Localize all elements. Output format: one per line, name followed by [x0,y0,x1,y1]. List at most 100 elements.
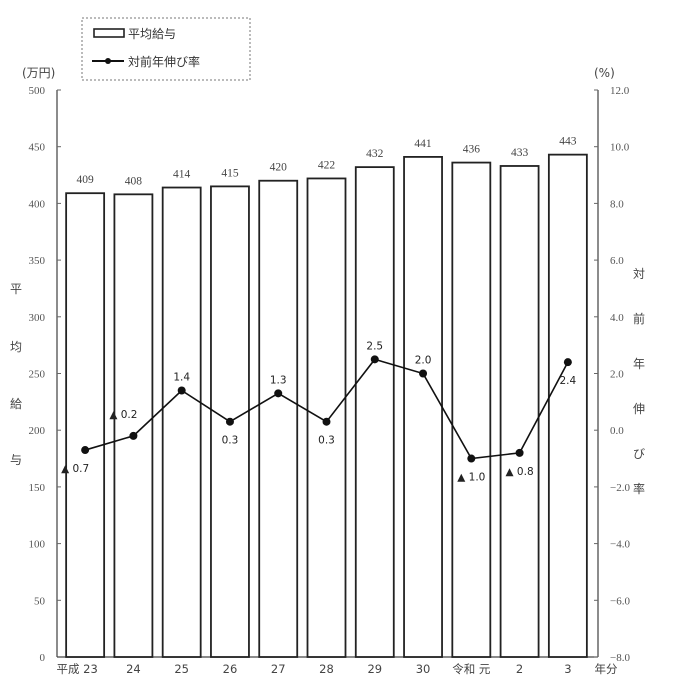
svg-text:対: 対 [633,267,645,281]
svg-text:伸: 伸 [633,402,645,416]
svg-text:与: 与 [10,453,22,467]
bar-value-label: 433 [511,147,529,159]
bar [403,156,443,658]
right-tick-label: −2.0 [610,482,630,494]
bar-value-label: 436 [463,144,481,156]
bar-value-label: 420 [270,162,288,174]
bar-series: 409 408 414 415 420 422 432 441 436 433 443 [65,136,588,658]
x-category-label: 28 [319,662,334,676]
right-axis: −8.0 −6.0 −4.0 −2.0 0.0 2.0 4.0 6.0 8.0 10.0 12.0 [594,85,630,664]
right-tick-label: −6.0 [610,595,630,607]
line-value-label: 2.5 [366,340,383,352]
bar-value-label: 414 [173,169,191,181]
legend-marker-icon [105,58,111,64]
left-axis-unit: (万円) [22,66,55,80]
svg-text:び: び [633,447,645,461]
line-value-label: 2.0 [415,355,432,367]
left-tick-label: 150 [29,482,46,494]
svg-text:給: 給 [10,397,22,411]
left-axis-title: 平均給与 [10,282,22,467]
right-axis-title: 対前年伸び率 [633,267,645,496]
bar-value-label: 409 [77,174,95,186]
bar [547,153,588,658]
right-tick-label: 0.0 [610,425,624,437]
bar-value-label: 422 [318,159,336,171]
bar-value-label: 432 [366,148,384,160]
line-point-marker [81,446,90,455]
bar-value-label: 408 [125,175,143,187]
svg-text:平: 平 [10,282,22,296]
left-tick-label: 450 [29,142,46,154]
line-point-marker [129,431,138,440]
left-tick-label: 500 [29,85,46,97]
line-value-label: 1.3 [270,374,287,386]
bar-value-label: 441 [414,138,432,150]
bar [451,161,492,658]
right-tick-label: 6.0 [610,255,624,267]
bar [499,165,540,658]
line-point-marker [322,417,331,426]
right-tick-label: 10.0 [610,142,630,154]
right-tick-label: −8.0 [610,652,630,664]
bar [210,185,250,658]
right-tick-label: 12.0 [610,85,630,97]
line-point-marker [274,389,283,398]
line-value-label: ▲ 0.8 [506,466,534,478]
bar [113,193,154,658]
left-tick-label: 350 [29,255,46,267]
x-category-label: 30 [416,662,431,676]
line-point-marker [225,417,234,426]
x-category-label: 27 [271,662,286,676]
line-value-label: ▲ 0.2 [109,409,137,421]
right-tick-label: 4.0 [610,312,624,324]
line-value-label: ▲ 1.0 [457,472,485,484]
left-tick-label: 50 [34,595,46,607]
line-point-marker [370,355,379,364]
line-value-label: 0.3 [318,435,335,447]
svg-text:率: 率 [633,481,645,496]
x-category-label: 29 [367,662,382,676]
x-category-label: 令和 元 [452,662,491,676]
x-category-label: 26 [223,662,238,676]
line-point-marker [467,454,476,463]
bar [354,166,395,658]
svg-text:均: 均 [10,340,22,354]
line-series: ▲ 0.7 ▲ 0.2 1.4 0.3 1.3 0.3 2.5 2.0 ▲ 1.0 ▲ 0.8 2.… [61,340,576,483]
right-tick-label: −4.0 [610,539,630,551]
bar [65,192,106,658]
bar-value-label: 415 [221,167,239,179]
legend-label-bar: 平均給与 [128,27,176,41]
left-tick-label: 100 [29,539,46,551]
x-category-label: 24 [126,662,141,676]
right-axis-unit: (%) [594,66,615,80]
bar [161,186,202,658]
x-category-label: 2 [516,662,523,676]
line-point-marker [177,386,186,395]
left-tick-label: 400 [29,198,46,210]
left-tick-label: 250 [29,369,46,381]
line-point-marker [563,358,572,367]
x-category-label: 平成 23 [56,662,97,676]
line-value-label: ▲ 0.7 [61,463,89,475]
legend-bar-swatch [93,28,125,38]
left-tick-label: 0 [40,652,46,664]
x-axis-categories: 平成 23 24 25 26 27 28 29 30 令和 元 2 3 年分 [56,662,618,676]
svg-text:前: 前 [633,311,645,326]
right-tick-label: 8.0 [610,198,624,210]
line-value-label: 0.3 [222,435,239,447]
svg-text:年: 年 [633,357,645,371]
x-category-label: 25 [174,662,189,676]
x-category-label: 3 [564,662,571,676]
legend-label-line: 対前年伸び率 [128,54,200,69]
left-tick-label: 200 [29,425,46,437]
legend: 平均給与 対前年伸び率 [81,17,251,81]
line-value-label: 2.4 [560,375,577,387]
bar-value-label: 443 [559,136,577,148]
right-tick-label: 2.0 [610,369,624,381]
line-point-marker [515,448,524,457]
bar [258,179,299,658]
left-tick-label: 300 [29,312,46,324]
line-value-label: 1.4 [173,372,190,384]
line-point-marker [419,369,428,378]
